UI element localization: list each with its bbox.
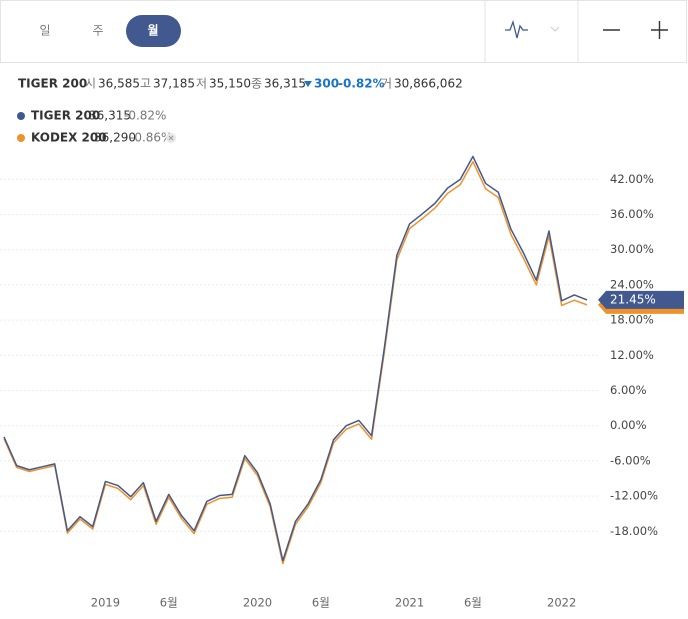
- quote-change-pct: -0.82%: [338, 77, 385, 91]
- y-tick-label: 30.00%: [610, 242, 654, 256]
- legend-last: 36,315: [89, 109, 131, 123]
- legend-swatch: [17, 112, 25, 120]
- x-tick-label: 2019: [91, 596, 120, 610]
- quote-value: 36,315: [264, 77, 306, 91]
- y-tick-label: 42.00%: [610, 172, 654, 186]
- quote-change: 300: [314, 77, 339, 91]
- tab-month[interactable]: 월: [147, 23, 158, 38]
- y-tick-label: 18.00%: [610, 313, 654, 327]
- tab-week[interactable]: 주: [92, 24, 103, 38]
- down-arrow: [304, 81, 312, 87]
- legend-name: KODEX 200: [31, 131, 107, 145]
- y-tick-label: -6.00%: [610, 453, 651, 467]
- quote-label: 종: [251, 77, 262, 91]
- y-tick-label: 0.00%: [610, 418, 647, 432]
- series-line: [3, 160, 588, 565]
- x-tick-label: 6월: [160, 596, 178, 610]
- series-line: [3, 155, 588, 562]
- quote-label: 거: [381, 77, 392, 91]
- quote-label: 고: [140, 77, 151, 91]
- y-tick-label: 6.00%: [610, 383, 647, 397]
- legend-change: -0.82%: [124, 109, 166, 123]
- remove-icon: [168, 135, 174, 141]
- quote-name: TIGER 200: [18, 77, 87, 91]
- legend-change: -0.86%: [130, 131, 172, 145]
- y-tick-label: -12.00%: [610, 489, 658, 503]
- dropdown-icon[interactable]: [550, 26, 560, 32]
- y-tick-label: 24.00%: [610, 277, 654, 291]
- end-label: 21.45%: [610, 292, 656, 306]
- quote-label: 시: [85, 77, 96, 91]
- y-tick-label: -18.00%: [610, 524, 658, 538]
- x-tick-label: 2022: [547, 596, 576, 610]
- quote-volume: 30,866,062: [394, 77, 463, 91]
- tab-month-pill[interactable]: [126, 15, 181, 47]
- x-tick-label: 6월: [464, 596, 482, 610]
- legend-name: TIGER 200: [31, 109, 100, 123]
- plot: -18.00% -12.00% -6.00% 0.00% 6.00% 12.00% 18.0…: [0, 155, 684, 610]
- y-tick-label: 12.00%: [610, 348, 654, 362]
- x-tick-label: 6월: [312, 596, 330, 610]
- y-tick-label: 36.00%: [610, 207, 654, 221]
- quote-value: 37,185: [153, 77, 195, 91]
- toolbar: [0, 0, 687, 63]
- x-tick-label: 2020: [243, 596, 272, 610]
- legend-swatch: [17, 134, 25, 142]
- tab-day[interactable]: 일: [39, 24, 50, 38]
- x-tick-label: 2021: [395, 596, 424, 610]
- chart-type-icon[interactable]: [505, 19, 528, 39]
- quote-label: 저: [196, 77, 207, 91]
- legend-last: 36,290: [94, 131, 136, 145]
- end-tag: [598, 290, 684, 309]
- quote-value: 36,585: [98, 77, 140, 91]
- quote-value: 35,150: [209, 77, 251, 91]
